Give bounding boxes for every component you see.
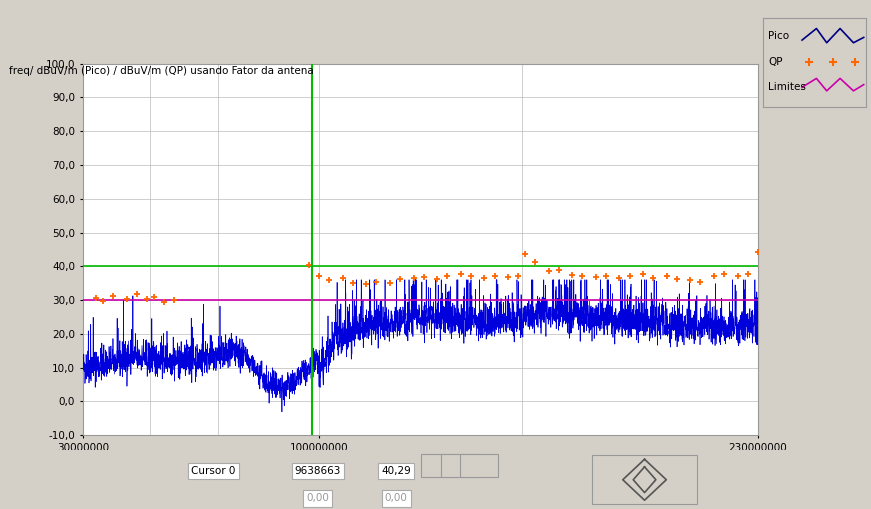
Text: Pico: Pico: [768, 31, 789, 41]
Text: 0,00: 0,00: [385, 493, 408, 503]
FancyBboxPatch shape: [592, 455, 697, 504]
Text: Limites: Limites: [768, 82, 806, 92]
Text: 9638663: 9638663: [294, 466, 341, 476]
Text: freq/ dBuV/m (Pico) / dBuV/m (QP) usando Fator da antena: freq/ dBuV/m (Pico) / dBuV/m (QP) usando…: [9, 66, 314, 76]
Text: QP: QP: [768, 58, 783, 67]
FancyBboxPatch shape: [460, 454, 498, 477]
FancyBboxPatch shape: [421, 454, 459, 477]
Text: Cursor 0: Cursor 0: [192, 466, 235, 476]
Text: 0,00: 0,00: [307, 493, 329, 503]
Text: 40,29: 40,29: [381, 466, 411, 476]
FancyBboxPatch shape: [441, 454, 479, 477]
